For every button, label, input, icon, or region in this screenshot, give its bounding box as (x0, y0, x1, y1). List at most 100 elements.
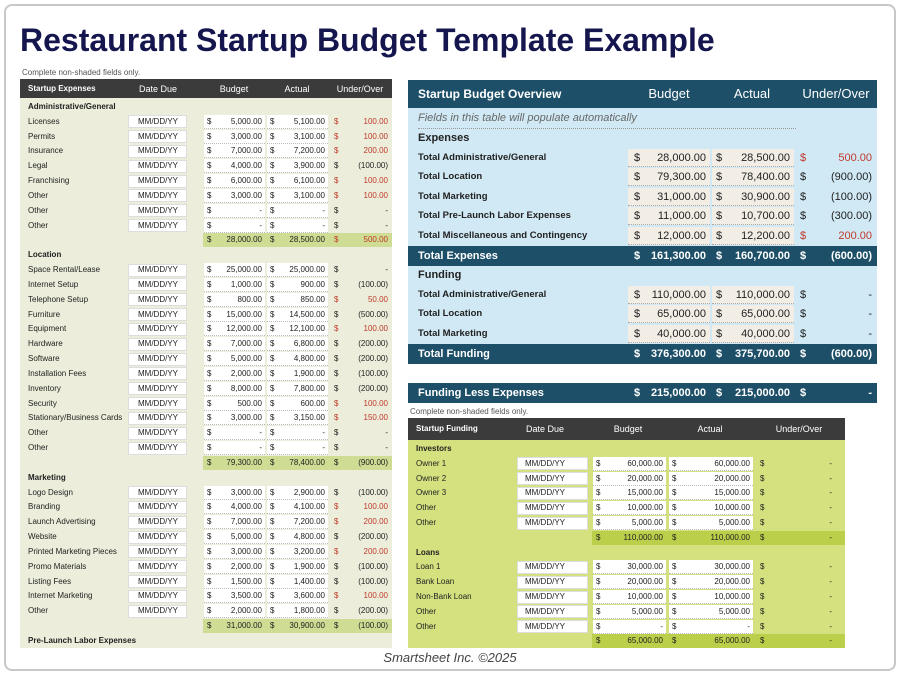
currency: $ (334, 621, 339, 631)
currency: $ (596, 473, 601, 483)
actual-cell (267, 307, 328, 322)
currency: $ (334, 428, 339, 438)
date-due: MM/DD/YY (138, 546, 178, 556)
budget: 3,000.00 (230, 487, 262, 497)
date-due: MM/DD/YY (525, 503, 565, 513)
date-cell (128, 500, 187, 514)
actual: 65,000.00 (741, 308, 790, 321)
actual-cell (669, 501, 753, 516)
row-label: Total Location (418, 308, 483, 320)
budget: 8,000.00 (230, 383, 262, 393)
actual: - (322, 220, 325, 230)
actual: 25,000.00 (289, 265, 325, 275)
actual: 65,000.00 (714, 636, 750, 646)
currency: $ (634, 328, 641, 340)
actual-cell (267, 604, 328, 619)
date-cell (128, 560, 187, 574)
under-over: - (868, 387, 872, 399)
currency: $ (672, 458, 677, 468)
budget: 376,300.00 (650, 347, 706, 360)
date-due: MM/DD/YY (138, 591, 178, 601)
actual-cell (669, 456, 753, 471)
row-label: Owner 3 (416, 488, 447, 498)
currency: $ (334, 546, 339, 556)
budget-cell (628, 187, 710, 206)
currency: $ (334, 457, 339, 467)
group-title: Funding (418, 269, 462, 282)
currency: $ (207, 279, 212, 289)
row-label: Internet Setup (28, 279, 79, 289)
date-cell (128, 382, 187, 396)
column-header: Date Due (138, 83, 178, 94)
under-over: - (829, 458, 832, 468)
currency: $ (334, 398, 339, 408)
date-due: MM/DD/YY (138, 161, 178, 171)
budget-cell (204, 574, 265, 589)
row-label: Total Pre-Launch Labor Expenses (418, 210, 571, 222)
date-due: MM/DD/YY (525, 562, 565, 572)
date-due: MM/DD/YY (138, 428, 178, 438)
overview-header (408, 80, 877, 108)
currency: $ (270, 561, 275, 571)
budget-cell (628, 148, 710, 167)
actual-cell (712, 285, 794, 304)
budget: 40,000.00 (657, 328, 706, 340)
currency: $ (716, 171, 723, 184)
currency: $ (634, 308, 641, 321)
currency: $ (270, 398, 275, 408)
under-over: - (829, 532, 832, 542)
actual-cell (669, 471, 753, 486)
currency: $ (596, 621, 601, 631)
under-over: - (829, 473, 832, 483)
actual: - (747, 621, 750, 631)
actual-cell (267, 188, 328, 203)
currency: $ (596, 518, 601, 527)
currency: $ (207, 235, 212, 245)
currency: $ (334, 116, 339, 126)
actual: 10,000.00 (714, 592, 750, 601)
under-over: - (385, 428, 388, 438)
column-header: Startup Expenses (28, 83, 96, 93)
currency: $ (270, 621, 275, 631)
date-due: MM/DD/YY (138, 339, 178, 349)
actual: 215,000.00 (734, 387, 790, 399)
actual: 5,000.00 (718, 606, 750, 616)
under-over: (100.00) (358, 279, 388, 289)
subtotal-row (592, 634, 845, 649)
currency: $ (334, 309, 339, 319)
row-label: Other (28, 428, 49, 438)
budget: 28,000.00 (226, 235, 262, 245)
under-over: (100.00) (358, 368, 388, 378)
row-label: Total Marketing (418, 328, 488, 339)
actual-cell (267, 426, 328, 441)
currency: $ (270, 546, 275, 556)
currency: $ (672, 606, 677, 616)
date-due: MM/DD/YY (138, 517, 178, 527)
date-cell (517, 501, 588, 515)
row-label: Other (28, 205, 49, 215)
budget: 20,000.00 (627, 473, 663, 483)
date-cell (128, 367, 187, 381)
date-due: MM/DD/YY (138, 443, 178, 453)
under-over: (100.00) (831, 190, 872, 203)
date-cell (128, 130, 187, 144)
currency: $ (596, 532, 601, 542)
currency: $ (334, 532, 339, 542)
currency: $ (334, 413, 339, 423)
currency: $ (207, 368, 212, 378)
currency: $ (207, 546, 212, 556)
row-label: Total Marketing (418, 190, 488, 202)
actual: 40,000.00 (741, 328, 790, 340)
budget: 3,000.00 (230, 413, 262, 423)
budget-cell (204, 129, 265, 144)
actual-cell (267, 396, 328, 411)
currency: $ (596, 458, 601, 468)
currency: $ (207, 561, 212, 571)
date-cell (128, 322, 187, 336)
currency: $ (207, 457, 212, 467)
budget-cell (204, 218, 265, 233)
budget: 7,000.00 (230, 339, 262, 349)
under-over: 100.00 (363, 591, 388, 601)
currency: $ (334, 487, 339, 497)
actual-cell (669, 575, 753, 590)
